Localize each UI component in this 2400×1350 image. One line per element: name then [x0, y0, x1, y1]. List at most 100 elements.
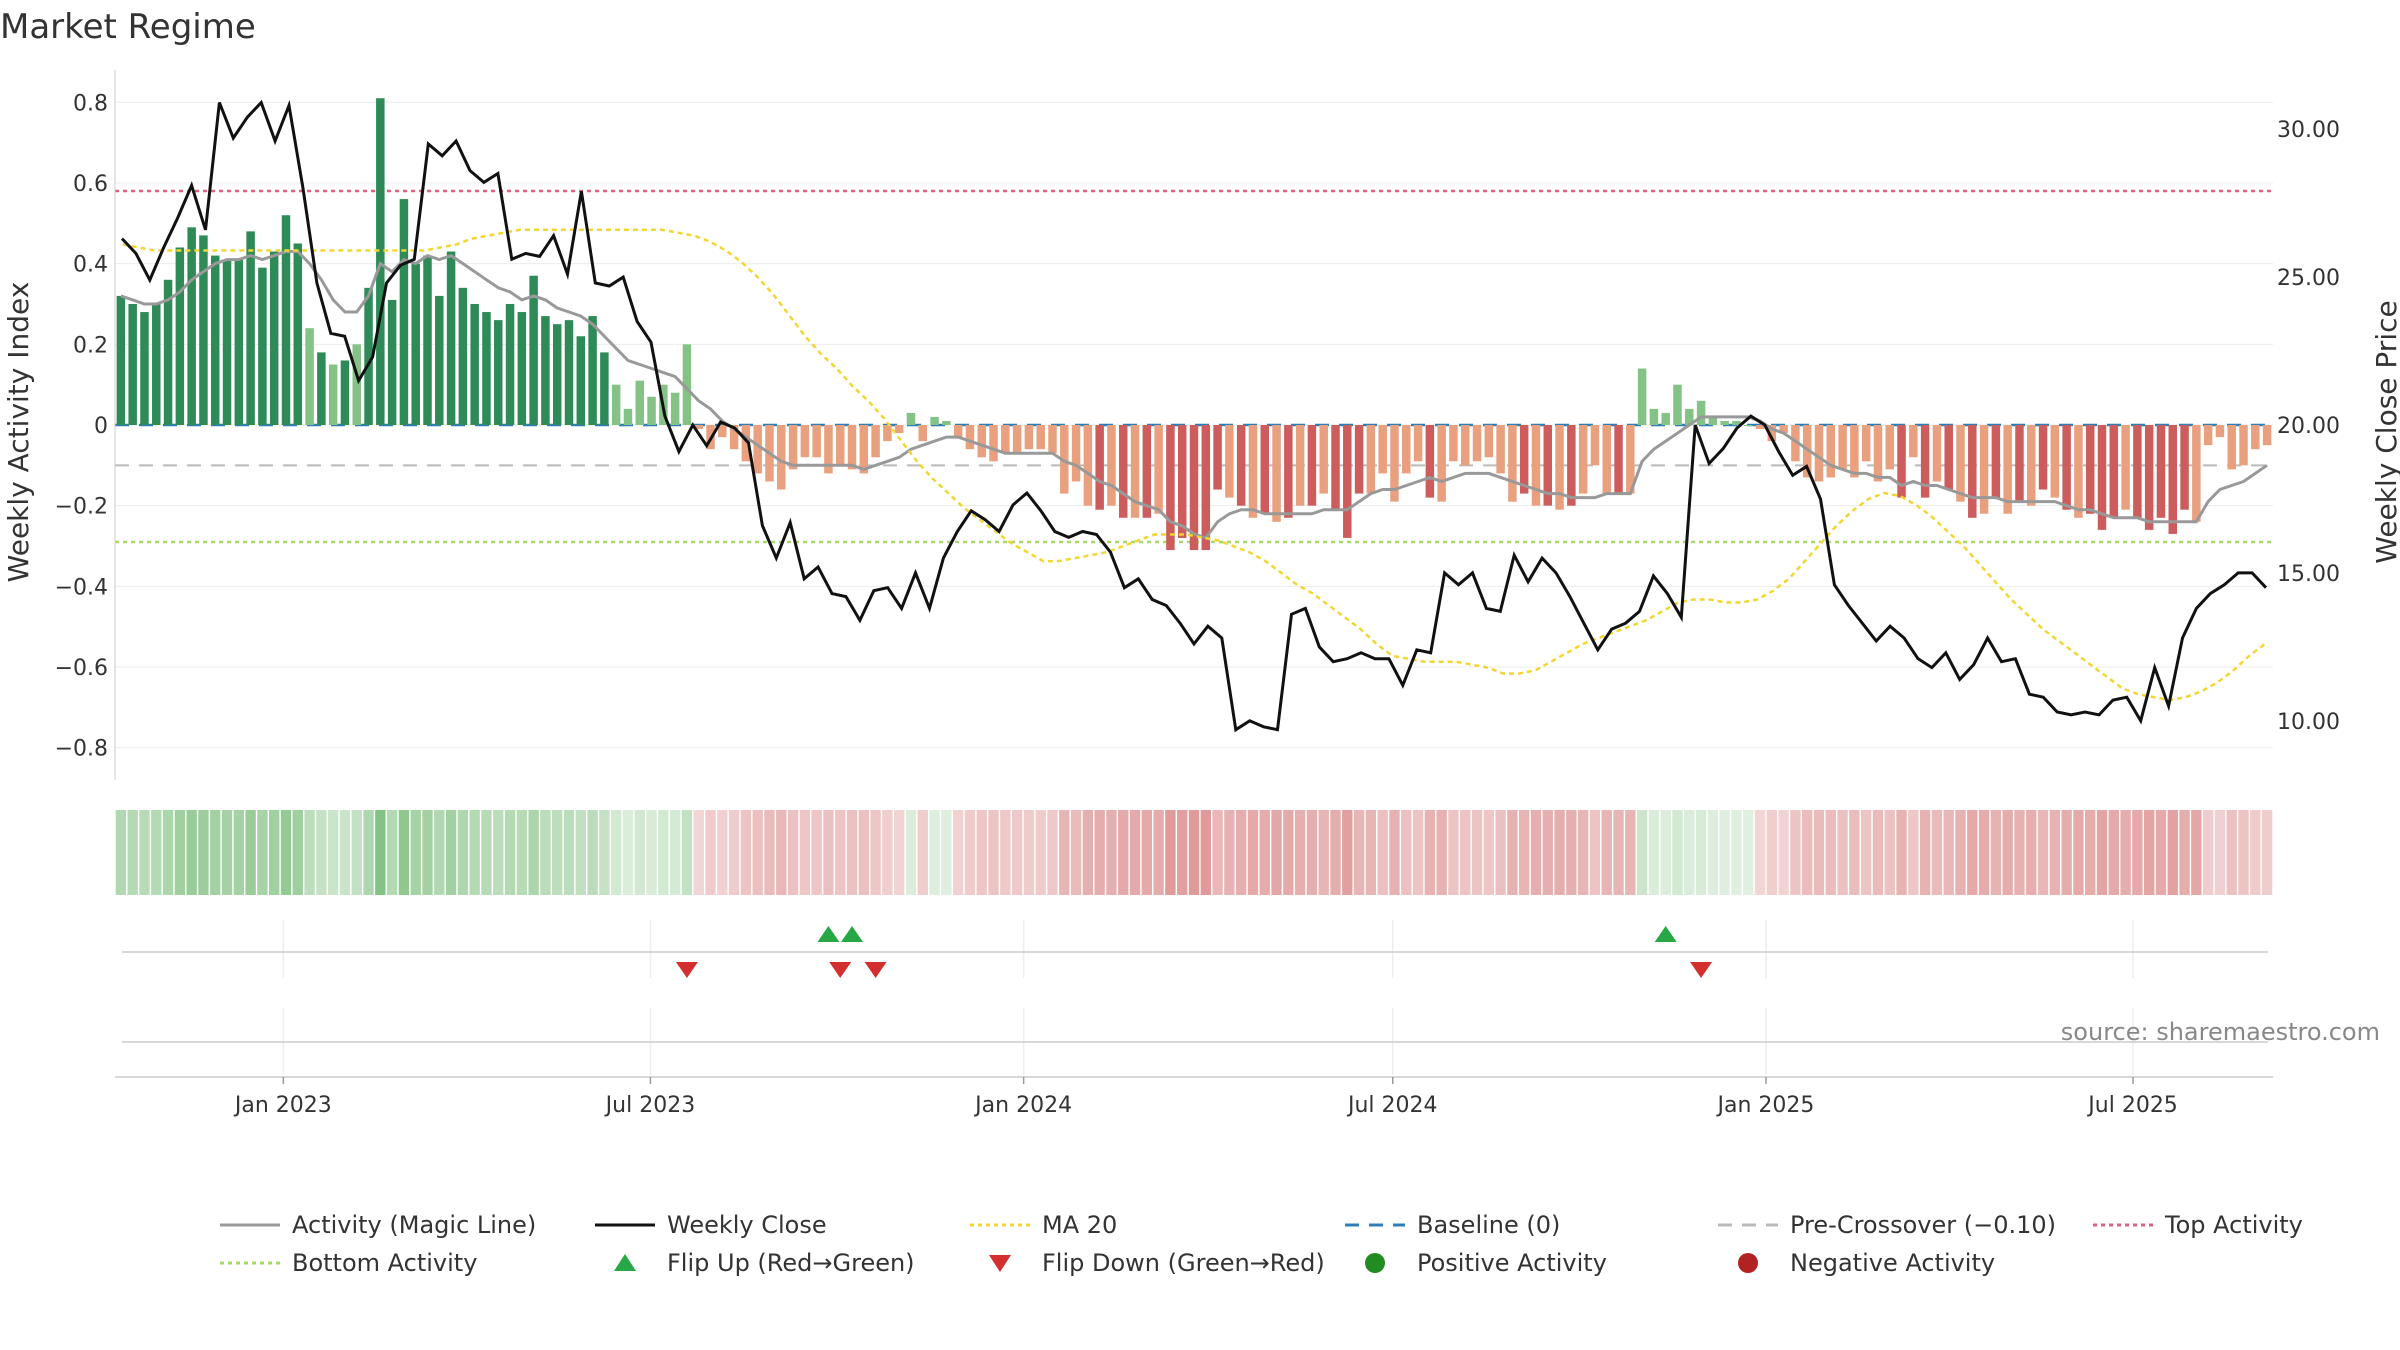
activity-bar [1272, 425, 1281, 522]
regime-strip-cell [269, 810, 280, 895]
activity-bar [116, 295, 126, 425]
regime-strip-cell [1660, 810, 1671, 895]
activity-bar [2262, 425, 2272, 446]
regime-strip-cell [1436, 810, 1447, 895]
activity-bar [1307, 425, 1317, 506]
activity-bar [187, 227, 196, 425]
activity-bar [1177, 425, 1187, 538]
regime-strip-cell [1731, 810, 1742, 895]
activity-bar [1626, 425, 1635, 494]
activity-bar [2121, 425, 2130, 510]
activity-bar [1130, 425, 1140, 518]
activity-bar [1154, 425, 1163, 514]
activity-bar [1614, 425, 1623, 494]
regime-strip-cell [1648, 810, 1660, 895]
regime-strip-cell [1353, 810, 1365, 895]
regime-strip-cell [882, 810, 893, 895]
regime-strip-cell [292, 810, 303, 895]
regime-strip-cell [1047, 810, 1058, 895]
activity-bar [1083, 425, 1093, 506]
activity-bar [1166, 425, 1175, 551]
activity-bar [2168, 425, 2178, 534]
activity-bar [340, 360, 350, 425]
activity-bar [1402, 425, 1411, 474]
activity-bar [718, 425, 727, 438]
regime-strip-cell [976, 810, 987, 895]
series-lines [120, 99, 2268, 733]
activity-bar [600, 352, 609, 425]
regime-strip-cell [835, 810, 846, 895]
activity-bar [1791, 425, 1800, 462]
regime-strip-cell [139, 810, 150, 895]
regime-strip-cell [1318, 810, 1329, 895]
regime-strip-cell [2214, 810, 2226, 895]
regime-strip-cell [481, 810, 492, 895]
regime-strip-cell [2179, 810, 2190, 895]
regime-strip-cell [1955, 810, 1966, 895]
activity-bar [2215, 425, 2225, 438]
activity-bar [1567, 425, 1576, 506]
activity-bar [777, 425, 786, 490]
activity-bar [470, 303, 479, 425]
regime-strip-cell [2226, 810, 2237, 895]
regime-strip-cell [2049, 810, 2061, 895]
regime-strip-cell [198, 810, 209, 895]
regime-strip-cell [1153, 810, 1164, 895]
activity-bar [623, 408, 633, 425]
activity-bar [175, 247, 185, 425]
activity-bar [423, 255, 432, 425]
activity-bar [1685, 408, 1694, 425]
activity-bar [505, 303, 515, 425]
regime-strip-cell [1707, 810, 1719, 895]
regime-strip-cell [245, 810, 256, 895]
activity-bar [1850, 425, 1859, 478]
activity-bar [1602, 425, 1611, 494]
activity-bar [458, 287, 468, 425]
activity-bar [163, 279, 173, 425]
regime-strip-cell [1118, 810, 1129, 895]
activity-bar [1213, 425, 1222, 490]
activity-bar [1932, 425, 1942, 482]
activity-bar [1508, 425, 1517, 502]
chart-title: Market Regime [0, 7, 256, 47]
activity-bar [2180, 425, 2189, 510]
regime-strip-cell [1554, 810, 1565, 895]
regime-strip-cell [1306, 810, 1318, 895]
activity-bar [1413, 425, 1423, 462]
activity-bar [2085, 425, 2095, 514]
activity-bar [364, 287, 373, 425]
regime-strip-cell [1424, 810, 1436, 895]
regime-strip-cell [2120, 810, 2131, 895]
regime-strip-cell [363, 810, 374, 895]
activity-bar [1673, 384, 1682, 425]
activity-bar [741, 425, 751, 462]
activity-bar [128, 303, 137, 425]
activity-bar [611, 384, 621, 425]
activity-bar [918, 425, 928, 442]
regime-strip-cell [1412, 810, 1424, 895]
regime-strip-cell [1283, 810, 1294, 895]
regime-strip-cell [1011, 810, 1023, 895]
activity-bar [835, 425, 845, 466]
regime-strip-cell [1884, 810, 1895, 895]
activity-bar [1944, 425, 1953, 490]
regime-strip-cell [469, 810, 480, 895]
activity-bar [965, 425, 975, 450]
regime-strip-cell [575, 810, 586, 895]
flip-up-marker [1654, 926, 1677, 942]
regime-strip-cell [398, 810, 410, 895]
activity-bar [2050, 425, 2060, 498]
regime-strip-cell [823, 810, 834, 895]
activity-bar [729, 425, 739, 450]
activity-bar [1036, 425, 1045, 450]
legend-swatch [1738, 1253, 1758, 1273]
regime-strip-cell [1035, 810, 1046, 895]
y-tick-left-label: 0.2 [73, 333, 108, 358]
activity-bar [1861, 425, 1871, 462]
activity-bar [647, 396, 656, 425]
activity-bars [116, 98, 2272, 551]
flip-down-marker [1690, 962, 1713, 978]
y-tick-left-label: −0.4 [55, 575, 108, 600]
activity-bar [2144, 425, 2154, 530]
activity-bar [1519, 425, 1529, 494]
